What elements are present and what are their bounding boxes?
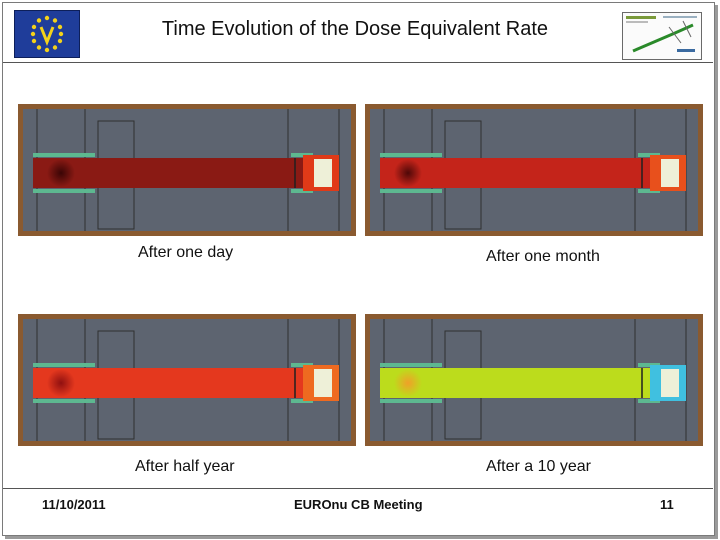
target-core [661,159,679,187]
dose-map-panel [18,104,356,236]
liner-bottom-left [33,399,95,403]
hot-spot [47,159,75,187]
stars-icon [30,15,64,53]
hot-spot [47,369,75,397]
caption-ten-year: After a 10 year [486,458,591,475]
liner-top-left [380,363,442,367]
beamline-logo [622,12,702,60]
header-divider [3,62,713,63]
caption-one-month: After one month [486,248,600,265]
dose-map-3 [23,319,351,441]
target-core [314,159,332,187]
footer-divider [3,488,713,489]
dose-map-panel [365,314,703,446]
liner-top-right [291,153,313,157]
beam-tunnel [380,158,650,188]
liner-bottom-left [33,189,95,193]
beam-tunnel [33,368,303,398]
liner-top-left [33,153,95,157]
liner-bottom-right [638,399,660,403]
footer-page-number: 11 [660,497,674,512]
liner-top-left [380,153,442,157]
slide-frame [2,2,715,536]
caption-one-day: After one day [138,244,234,261]
liner-top-right [638,153,660,157]
nu-euro-logo [14,10,80,58]
liner-bottom-left [380,189,442,193]
target-core [661,369,679,397]
liner-bottom-right [291,189,313,193]
target-core [314,369,332,397]
dose-map-panel [18,314,356,446]
liner-top-left [33,363,95,367]
dose-map-panel [365,104,703,236]
caption-half-year: After half year [135,458,235,475]
dose-map-2 [370,109,698,231]
liner-bottom-left [380,399,442,403]
dose-map-1 [23,109,351,231]
dose-map-4 [370,319,698,441]
beamline-schematic-icon [626,16,697,53]
hot-spot [394,159,422,187]
liner-bottom-right [638,189,660,193]
beam-tunnel [33,158,303,188]
liner-top-right [291,363,313,367]
liner-top-right [638,363,660,367]
footer-meeting: EUROnu CB Meeting [294,497,423,512]
footer-date: 11/10/2011 [42,497,106,512]
liner-bottom-right [291,399,313,403]
slide-title: Time Evolution of the Dose Equivalent Ra… [161,18,549,40]
beam-tunnel [380,368,650,398]
hot-spot [394,369,422,397]
